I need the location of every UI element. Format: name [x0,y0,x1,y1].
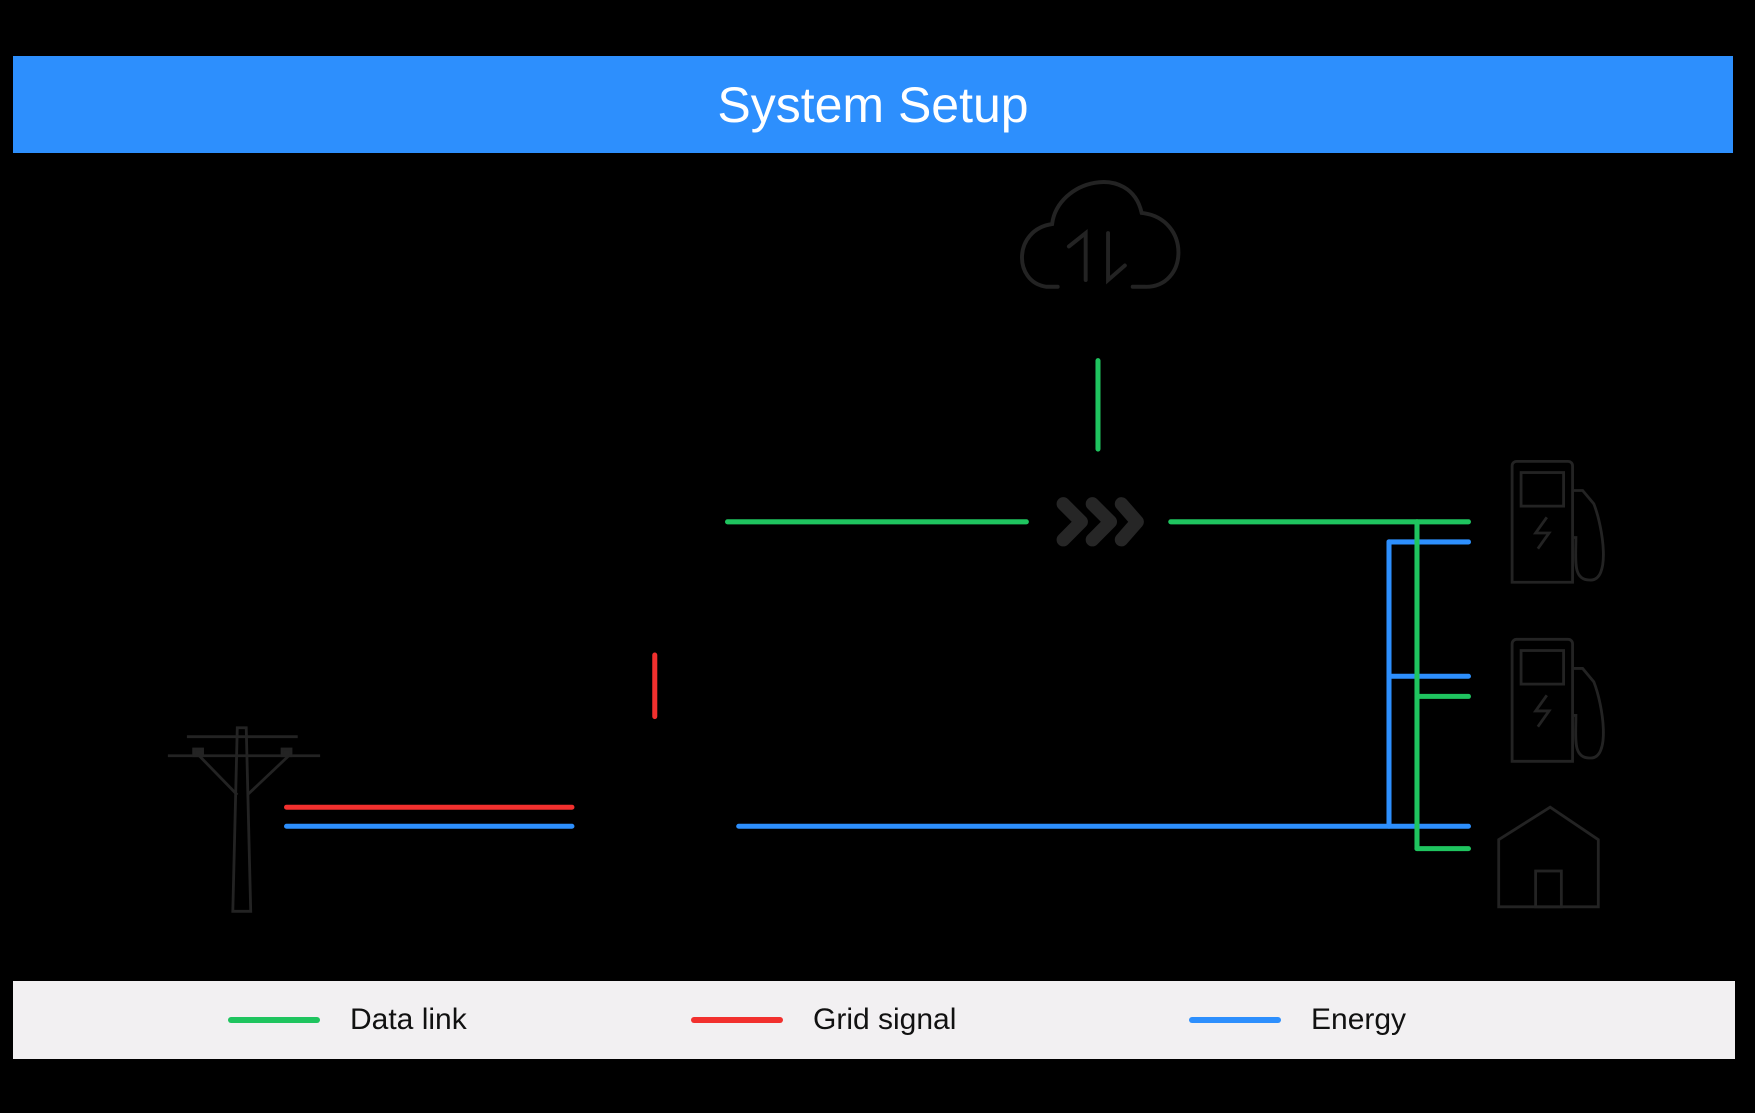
utility-pole-icon [167,726,321,913]
legend-item-data-link: Data link [228,981,467,1059]
house-icon [1497,805,1600,909]
legend-swatch-energy [1189,1017,1281,1023]
legend-label: Data link [350,1003,467,1036]
legend-label: Energy [1311,1003,1407,1036]
header-bar: System Setup [13,56,1733,153]
ev-charger-icon [1510,637,1605,763]
page-title: System Setup [717,76,1029,133]
legend-swatch-data-link [228,1017,320,1023]
legend: Data link Grid signal Energy [13,981,1735,1059]
legend-swatch-grid-signal [691,1017,783,1023]
gateway-chevrons-icon [1056,497,1144,547]
legend-item-energy: Energy [1189,981,1406,1059]
ev-charger-icon [1510,459,1605,584]
legend-label: Grid signal [813,1003,957,1036]
cloud-sync-icon [1020,180,1181,289]
legend-item-grid-signal: Grid signal [691,981,956,1059]
